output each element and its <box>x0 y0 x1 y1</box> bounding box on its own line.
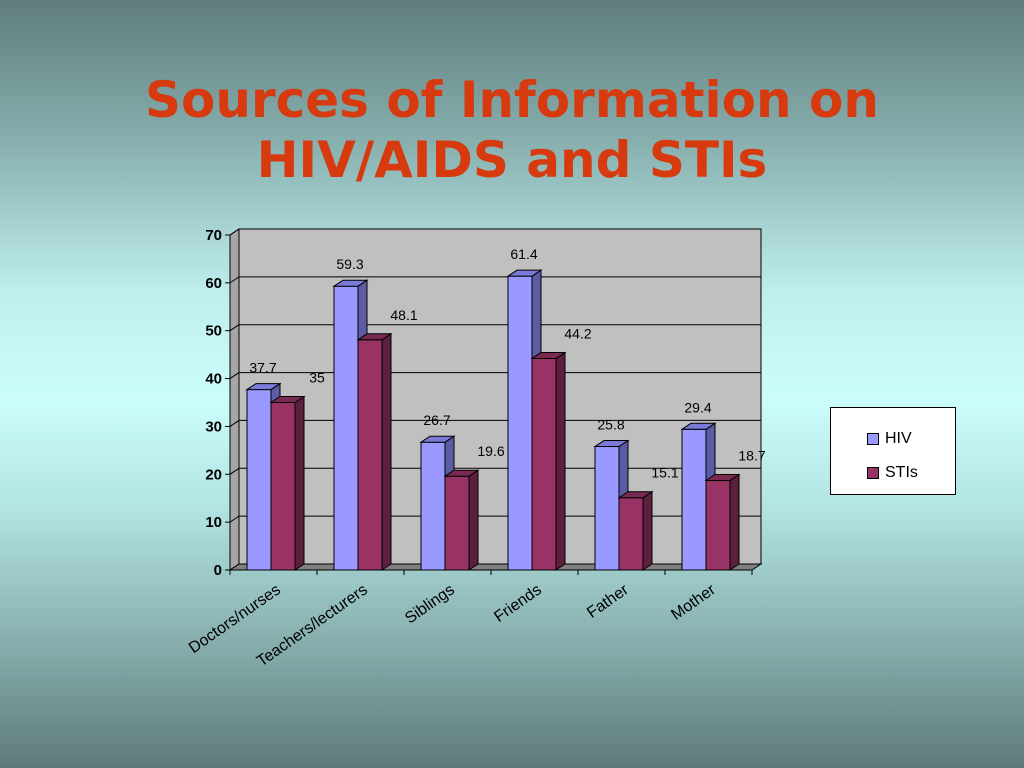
bar-top-stis <box>269 396 306 403</box>
data-label: 18.7 <box>738 448 765 464</box>
bar-stis <box>270 402 296 571</box>
y-tick-label: 0 <box>214 562 222 579</box>
bar-side-stis <box>294 395 305 571</box>
x-category-label: Friends <box>491 581 544 626</box>
y-tick-label: 70 <box>205 227 222 244</box>
bar-hiv <box>420 441 446 571</box>
plot-floor <box>228 563 763 571</box>
data-label: 19.6 <box>477 443 504 459</box>
legend-item-stis: STIs <box>867 463 918 483</box>
bar-stis <box>618 497 644 571</box>
y-tick-label: 20 <box>205 466 222 483</box>
data-label: 48.1 <box>390 307 417 323</box>
x-category-label: Siblings <box>402 581 458 627</box>
legend-swatch-stis <box>867 467 879 479</box>
bar-top-stis <box>530 351 567 359</box>
bar-side-stis <box>555 351 566 571</box>
data-label: 26.7 <box>423 412 450 428</box>
slide-title: Sources of Information on HIV/AIDS and S… <box>0 70 1024 190</box>
bar-side-stis <box>381 332 392 571</box>
legend-label-hiv: HIV <box>885 430 912 447</box>
bar-top-hiv <box>419 435 456 443</box>
gridline-side <box>229 324 240 332</box>
bar-hiv <box>681 428 707 571</box>
legend: HIV STIs <box>830 407 956 495</box>
slide-title-line-2: HIV/AIDS and STIs <box>256 131 768 189</box>
bar-side-stis <box>468 469 479 571</box>
bar-hiv <box>246 389 272 571</box>
data-label: 25.8 <box>597 417 624 433</box>
gridline-side <box>229 467 240 475</box>
gridline-side <box>229 276 240 284</box>
bar-side-stis <box>729 473 740 571</box>
y-tick-label: 10 <box>205 514 222 531</box>
y-tick-label: 50 <box>205 323 222 340</box>
y-tick-label: 60 <box>205 275 222 292</box>
bar-top-hiv <box>332 279 369 287</box>
bar-side-stis <box>642 490 653 571</box>
data-label: 29.4 <box>684 399 711 415</box>
gridline-side <box>229 228 240 236</box>
x-category-label: Mother <box>668 581 719 624</box>
data-label: 35 <box>309 370 325 386</box>
gridline-side <box>229 420 240 427</box>
bar-hiv <box>333 285 359 571</box>
y-tick-label: 30 <box>205 418 222 435</box>
bar-top-stis <box>443 469 480 477</box>
bar-stis <box>357 339 383 571</box>
bar-top-hiv <box>680 422 717 430</box>
bar-stis <box>705 480 731 571</box>
gridline-side <box>229 372 240 379</box>
bar-top-stis <box>356 333 393 341</box>
bar-hiv <box>507 275 533 571</box>
data-label: 37.7 <box>249 360 276 376</box>
bar-top-hiv <box>245 383 282 391</box>
slide-title-line-1: Sources of Information on <box>145 71 879 129</box>
legend-label-stis: STIs <box>885 464 918 481</box>
bar-top-hiv <box>506 269 543 277</box>
bar-top-stis <box>617 491 654 499</box>
bar-top-stis <box>704 474 741 482</box>
gridline-side <box>229 515 240 523</box>
bar-stis <box>444 475 470 571</box>
data-label: 59.3 <box>336 256 363 272</box>
data-label: 44.2 <box>564 325 591 341</box>
data-label: 15.1 <box>651 465 678 481</box>
bar-top-hiv <box>593 440 630 448</box>
data-label: 61.4 <box>510 246 537 262</box>
bar-stis <box>531 357 557 571</box>
legend-swatch-hiv <box>867 433 879 445</box>
x-category-label: Father <box>584 581 632 622</box>
bar-hiv <box>594 446 620 571</box>
y-tick-label: 40 <box>205 371 222 388</box>
legend-item-hiv: HIV <box>867 429 912 449</box>
